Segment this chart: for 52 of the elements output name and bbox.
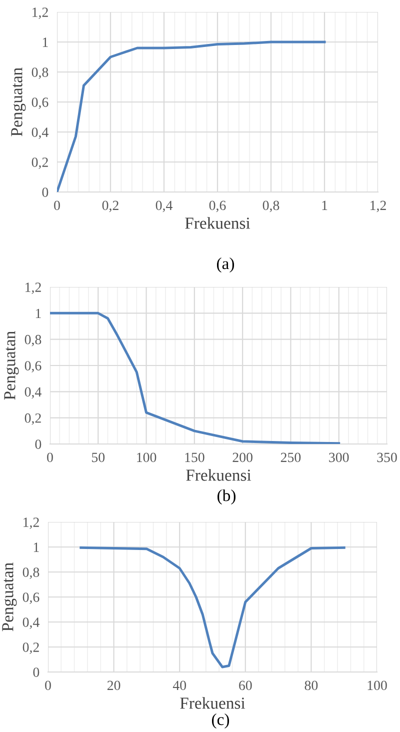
x-tick-label: 0,4 <box>156 200 172 212</box>
y-tick-label: 0,8 <box>22 568 40 579</box>
x-tick-label: 350 <box>377 452 397 462</box>
y-tick-label: 0,8 <box>24 334 42 346</box>
y-tick-label: 0,6 <box>22 592 40 604</box>
y-tick-label: 1,2 <box>26 282 41 294</box>
x-tick-label: 250 <box>280 452 301 462</box>
y-tick-label: 0,6 <box>24 361 42 372</box>
y-tick-label: 0,2 <box>24 413 41 425</box>
x-axis-title: Frekuensi <box>185 217 250 229</box>
x-tick-label: 300 <box>329 452 349 462</box>
y-tick-label: 0,4 <box>22 618 40 629</box>
x-tick-label: 20 <box>107 680 120 690</box>
x-tick-label: 0,8 <box>262 200 280 212</box>
y-axis-title: Penguatan <box>11 68 26 136</box>
x-tick-label: 100 <box>137 452 156 462</box>
y-tick-label: 1 <box>34 542 39 552</box>
x-tick-label: 40 <box>172 680 186 690</box>
text: (b) <box>218 489 236 505</box>
y-tick-label: 0,6 <box>32 98 48 109</box>
y-axis-title: Penguatan <box>2 562 17 632</box>
y-tick-label: 0,4 <box>32 128 48 139</box>
x-tick-label: 1 <box>322 200 328 210</box>
y-tick-label: 0,8 <box>32 68 48 79</box>
y-tick-label: 1,2 <box>32 8 48 19</box>
y-tick-label: 0 <box>42 188 48 197</box>
x-axis-title: Frekuensi <box>186 469 252 481</box>
x-tick-label: 150 <box>185 452 204 462</box>
y-tick-label: 0 <box>35 440 42 449</box>
x-tick-label: 0 <box>54 200 60 210</box>
y-tick-label: 1,2 <box>24 518 39 529</box>
line-series <box>80 546 346 668</box>
y-tick-label: 0 <box>33 668 40 677</box>
y-tick-label: 0,4 <box>24 387 42 399</box>
x-tick-label: 50 <box>92 452 105 462</box>
y-axis-title: Penguatan <box>4 331 19 400</box>
x-tick-label: 0,2 <box>102 200 118 212</box>
y-tick-label: 1 <box>42 38 48 47</box>
y-tick-label: 0,2 <box>22 642 39 654</box>
x-tick-label: 80 <box>304 680 318 690</box>
line-series <box>57 40 326 192</box>
x-tick-label: 1,2 <box>370 200 386 212</box>
x-tick-label: 200 <box>232 452 252 462</box>
x-tick-label: 0,6 <box>209 200 226 212</box>
x-tick-label: 100 <box>368 680 387 690</box>
line-series <box>50 312 340 444</box>
y-tick-label: 1 <box>36 308 41 318</box>
y-tick-label: 0,2 <box>32 158 48 169</box>
text: (a) <box>216 257 234 273</box>
text: (c) <box>212 713 230 729</box>
x-tick-label: 60 <box>239 680 252 690</box>
x-axis-title: Frekuensi <box>180 697 246 709</box>
